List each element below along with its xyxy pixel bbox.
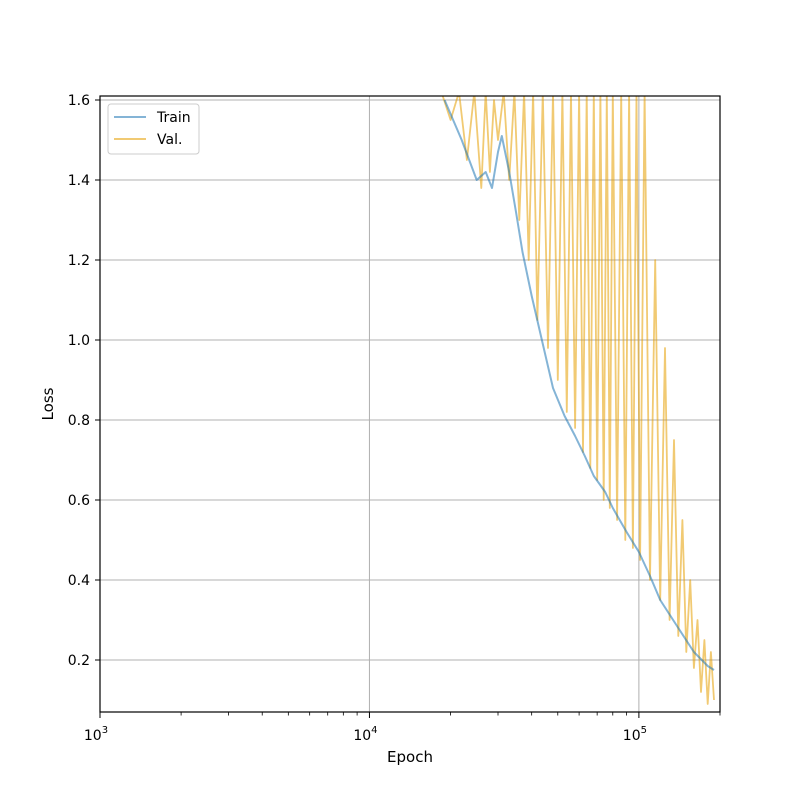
x-tick-label: 103 (84, 725, 108, 744)
y-tick-label: 1.0 (68, 333, 90, 349)
y-tick-label: 0.6 (68, 493, 90, 509)
y-tick-label: 1.4 (68, 173, 90, 189)
y-tick-label: 0.2 (68, 653, 90, 669)
x-tick-label: 104 (353, 725, 377, 744)
y-tick-label: 1.6 (68, 93, 90, 109)
y-axis-label: Loss (39, 387, 57, 420)
series-line-val (441, 96, 715, 705)
legend: Train Val. (107, 103, 200, 155)
y-tick-label: 1.2 (68, 253, 90, 269)
series-layer (441, 96, 715, 705)
y-tick-label: 0.8 (68, 413, 90, 429)
plot-frame (99, 95, 721, 713)
x-tick-label: 105 (623, 725, 647, 744)
axis-ticks: 0.2 0.4 0.6 0.8 1.0 1.2 1.4 1.6 103 104 105 (68, 93, 721, 744)
x-axis-label: Epoch (387, 748, 433, 766)
y-tick-label: 0.4 (68, 573, 90, 589)
legend-label-val: Val. (157, 132, 182, 148)
legend-label-train: Train (156, 110, 191, 126)
series-line-train (443, 99, 715, 671)
